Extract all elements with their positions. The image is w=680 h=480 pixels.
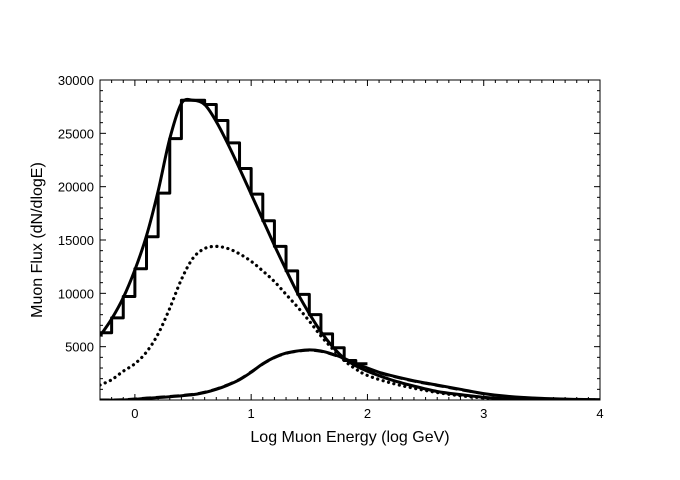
x-axis-title: Log Muon Energy (log GeV) bbox=[250, 429, 449, 446]
series-4-dashed-line bbox=[100, 349, 600, 400]
x-tick-label: 0 bbox=[131, 406, 138, 421]
y-tick-label: 30000 bbox=[58, 73, 94, 88]
plot-frame bbox=[99, 79, 601, 401]
series-2-dotted-line bbox=[100, 244, 600, 400]
y-tick-label: 15000 bbox=[58, 233, 94, 248]
x-tick-label: 3 bbox=[480, 406, 487, 421]
series-3-solid-line bbox=[100, 348, 600, 400]
x-tick-label: 4 bbox=[596, 406, 603, 421]
tick-layer: 0 1 2 3 4 5000 10000 15000 20000 25000 30000 bbox=[58, 73, 604, 421]
y-tick-label: 20000 bbox=[58, 180, 94, 195]
y-axis-title: Muon Flux (dN/dlogE) bbox=[29, 162, 46, 318]
series-0-step-line bbox=[100, 98, 368, 366]
series-1-solid-line bbox=[100, 97, 600, 400]
x-tick-label: 1 bbox=[248, 406, 255, 421]
x-tick-label: 2 bbox=[364, 406, 371, 421]
y-tick-label: 5000 bbox=[65, 340, 94, 355]
y-tick-label: 10000 bbox=[58, 286, 94, 301]
series-layer bbox=[100, 97, 600, 400]
y-tick-label: 25000 bbox=[58, 126, 94, 141]
